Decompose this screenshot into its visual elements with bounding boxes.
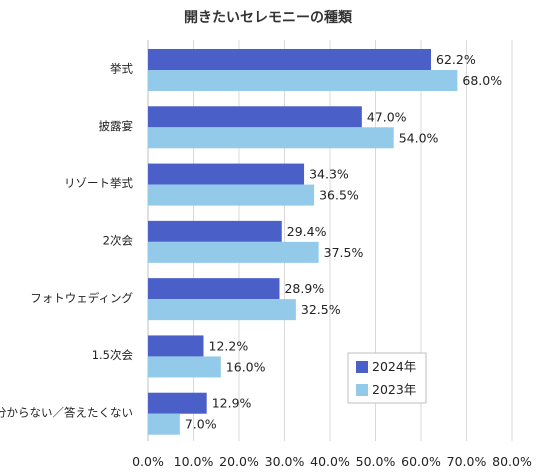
- data-label: 34.3%: [309, 167, 349, 182]
- bar-2024年-挙式: [148, 49, 432, 70]
- data-label: 47.0%: [367, 109, 407, 124]
- bar-2024年-1.5次会: [148, 335, 204, 357]
- legend-label-2023: 2023年: [372, 382, 416, 397]
- x-tick-label: 10.0%: [174, 454, 214, 469]
- bar-2023年-リゾート挙式: [148, 184, 315, 206]
- data-label: 54.0%: [399, 130, 439, 145]
- bar-2024年-リゾート挙式: [148, 163, 305, 185]
- bar-2024年-披露宴: [148, 106, 362, 128]
- bar-2023年-2次会: [148, 241, 319, 263]
- legend-swatch-2024: [356, 361, 368, 373]
- bars: [148, 49, 458, 435]
- category-label: フォトウェディング: [30, 291, 133, 305]
- chart-title: 開きたいセレモニーの種類: [184, 9, 353, 26]
- bar-2023年-披露宴: [148, 127, 394, 149]
- data-label: 29.4%: [287, 224, 327, 239]
- x-tick-labels: 0.0% 10.0% 20.0% 30.0% 40.0% 50.0% 60.0% 70.0% 8…: [132, 454, 532, 469]
- x-tick-label: 30.0%: [265, 454, 305, 469]
- data-label: 28.9%: [284, 281, 324, 296]
- x-tick-label: 40.0%: [310, 454, 350, 469]
- x-tick-label: 70.0%: [447, 454, 487, 469]
- data-labels: 62.2% 68.0% 47.0% 54.0% 34.3% 36.5% 29.4% 37.5%…: [185, 52, 502, 432]
- category-label: 分からない／答えたくない: [0, 405, 133, 419]
- category-label: 披露宴: [99, 119, 134, 133]
- category-label: 1.5次会: [92, 348, 134, 362]
- data-label: 32.5%: [301, 302, 341, 317]
- bar-2024年-分からない／答えたくない: [148, 392, 207, 414]
- x-tick-label: 50.0%: [356, 454, 396, 469]
- bar-2024年-2次会: [148, 220, 282, 242]
- x-tick-label: 0.0%: [132, 454, 164, 469]
- bar-2024年-フォトウェディング: [148, 278, 280, 300]
- bar-2023年-1.5次会: [148, 356, 221, 378]
- data-label: 36.5%: [319, 188, 359, 203]
- legend-label-2024: 2024年: [372, 359, 416, 374]
- bar-2023年-フォトウェディング: [148, 299, 296, 321]
- data-label: 62.2%: [436, 52, 476, 67]
- x-tick-label: 80.0%: [492, 454, 532, 469]
- data-label: 68.0%: [462, 73, 502, 88]
- category-label: 2次会: [103, 234, 134, 248]
- bar-2023年-分からない／答えたくない: [148, 413, 180, 435]
- data-label: 16.0%: [226, 359, 266, 374]
- x-tick-label: 20.0%: [219, 454, 259, 469]
- data-label: 7.0%: [185, 417, 217, 432]
- bar-2023年-挙式: [148, 70, 458, 91]
- data-label: 37.5%: [324, 245, 364, 260]
- category-label: 挙式: [110, 62, 133, 76]
- category-label: リゾート挙式: [64, 176, 133, 190]
- data-label: 12.2%: [209, 338, 249, 353]
- x-tick-label: 60.0%: [401, 454, 441, 469]
- legend: 2024年 2023年: [347, 352, 427, 404]
- legend-swatch-2023: [356, 384, 368, 396]
- data-label: 12.9%: [212, 396, 252, 411]
